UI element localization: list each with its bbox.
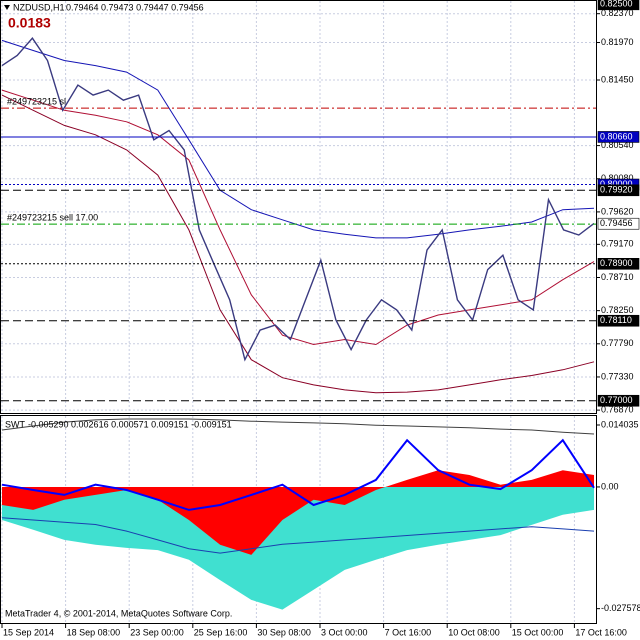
annotation: 0.0183 [8,15,51,31]
level-label: 0.79920 [600,185,633,195]
level-text: #249723215 sell 17.00 [7,213,98,223]
y-tick-label: 0.79620 [601,206,634,216]
menu-triangle [4,5,10,10]
level-box [597,217,640,230]
series-line [1,438,595,511]
series-area [2,486,594,610]
level-label: 0.78900 [600,258,633,268]
series-area [2,470,594,555]
y-tick-label: 0.77790 [601,338,634,348]
level-text: #249723215 sl [7,96,66,106]
level-label: 0.82500 [600,0,633,9]
y-tick-label: 0.00 [601,481,619,491]
series-line [1,517,595,554]
y-tick-label: 0.79170 [601,239,634,249]
chart-subtitle: 0.79464 0.79473 0.79447 0.79456 [66,2,204,12]
level-label: 0.78110 [600,315,632,325]
level-box [597,258,640,270]
x-tick-label: 25 Sep 16:00 [194,627,248,637]
x-tick-label: 30 Sep 08:00 [257,627,311,637]
main-frame [0,0,597,414]
y-tick-label: 0.81450 [601,74,634,84]
x-tick-label: 23 Sep 00:00 [130,627,184,637]
indicator-frame [0,415,597,624]
y-tick-label: 0.82370 [601,8,634,18]
chart-title: NZDUSD,H1 [13,2,65,12]
level-label: 0.77000 [600,395,633,405]
x-tick-label: 15 Oct 00:00 [512,627,564,637]
level-box [597,394,640,407]
y-tick-label: 0.77330 [601,371,634,381]
level-box [597,314,640,327]
indicator-title: SWT [5,419,25,429]
y-tick-label: -0.027578 [601,603,640,613]
series-line [1,89,595,346]
y-tick-label: 0.80080 [601,173,634,183]
marks: #249723215 sl #249723215 sell 17.00 [1,1,597,622]
x-tick-label: 3 Oct 00:00 [321,627,368,637]
level-box [597,184,640,197]
series-line [1,418,595,435]
y-tick-label: 0.78710 [601,272,634,282]
x-tick-label: 15 Sep 2014 [3,627,54,637]
x-tick-label: 17 Oct 16:00 [575,627,627,637]
level-box [597,0,640,11]
level-label: 0.80000 [600,179,633,189]
series-line [1,37,595,362]
level-box [597,131,640,143]
y-tick-label: 0.014035 [601,419,639,429]
y-tick-label: 0.76870 [601,404,634,414]
x-tick-label: 18 Sep 08:00 [67,627,121,637]
series-line [1,39,595,239]
level-label: 0.80660 [600,131,633,141]
indicator-subtitle: -0.005290 0.002616 0.000571 0.009151 -0.… [28,419,232,429]
y-tick-label: 0.81970 [601,37,634,47]
y-tick-label: 0.78250 [601,305,634,315]
x-tick-label: 10 Oct 08:00 [448,627,500,637]
level-label: 0.79456 [600,218,633,228]
y-tick-label: 0.80540 [601,140,634,150]
x-tick-label: 7 Oct 16:00 [385,627,432,637]
footer: MetaTrader 4, © 2001-2014, MetaQuotes So… [5,608,232,618]
